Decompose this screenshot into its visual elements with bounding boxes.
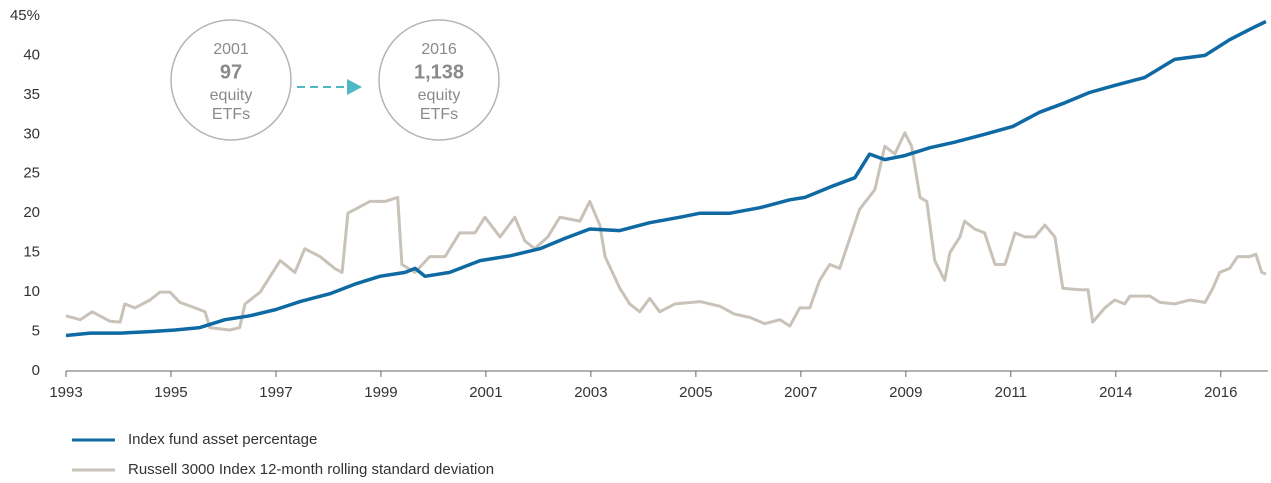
y-tick-label: 25 [23, 165, 40, 182]
y-tick-label: 15 [23, 244, 40, 261]
series-line [65, 19, 1267, 338]
series-line [65, 131, 1267, 332]
y-tick-label: 30 [23, 125, 40, 142]
annotation-text: equity [418, 87, 461, 104]
y-tick-label: 0 [32, 362, 40, 379]
legend-label: Index fund asset percentage [128, 431, 317, 448]
x-tick-label: 2001 [469, 384, 502, 401]
x-tick-label: 2007 [784, 384, 817, 401]
x-tick-label: 1995 [154, 384, 187, 401]
annotation-circle [378, 19, 500, 141]
annotation-text: ETFs [212, 106, 250, 123]
legend-label: Russell 3000 Index 12-month rolling stan… [128, 461, 494, 478]
y-tick-label: 40 [23, 46, 40, 63]
x-tick-label: 2009 [889, 384, 922, 401]
x-tick-label: 1999 [364, 384, 397, 401]
annotation-count: 97 [220, 61, 242, 83]
annotation-year: 2001 [213, 41, 249, 58]
annotation-text: equity [210, 87, 253, 104]
x-tick-label: 2005 [679, 384, 712, 401]
y-tick-label: 45% [10, 7, 40, 24]
x-tick-label: 2011 [995, 384, 1027, 401]
x-tick-label: 2014 [1099, 384, 1132, 401]
annotation-year: 2016 [421, 41, 457, 58]
y-tick-label: 10 [23, 283, 40, 300]
x-tick-label: 2003 [574, 384, 607, 401]
annotation-text: ETFs [420, 106, 458, 123]
arrow-head [347, 79, 362, 95]
annotation-circle [170, 19, 292, 141]
y-tick-label: 5 [32, 323, 40, 340]
x-tick-label: 2016 [1204, 384, 1237, 401]
x-tick-label: 1997 [259, 384, 292, 401]
y-tick-label: 35 [23, 86, 40, 103]
y-tick-label: 20 [23, 204, 40, 221]
x-tick-label: 1993 [49, 384, 82, 401]
annotation-count: 1,138 [414, 61, 464, 83]
